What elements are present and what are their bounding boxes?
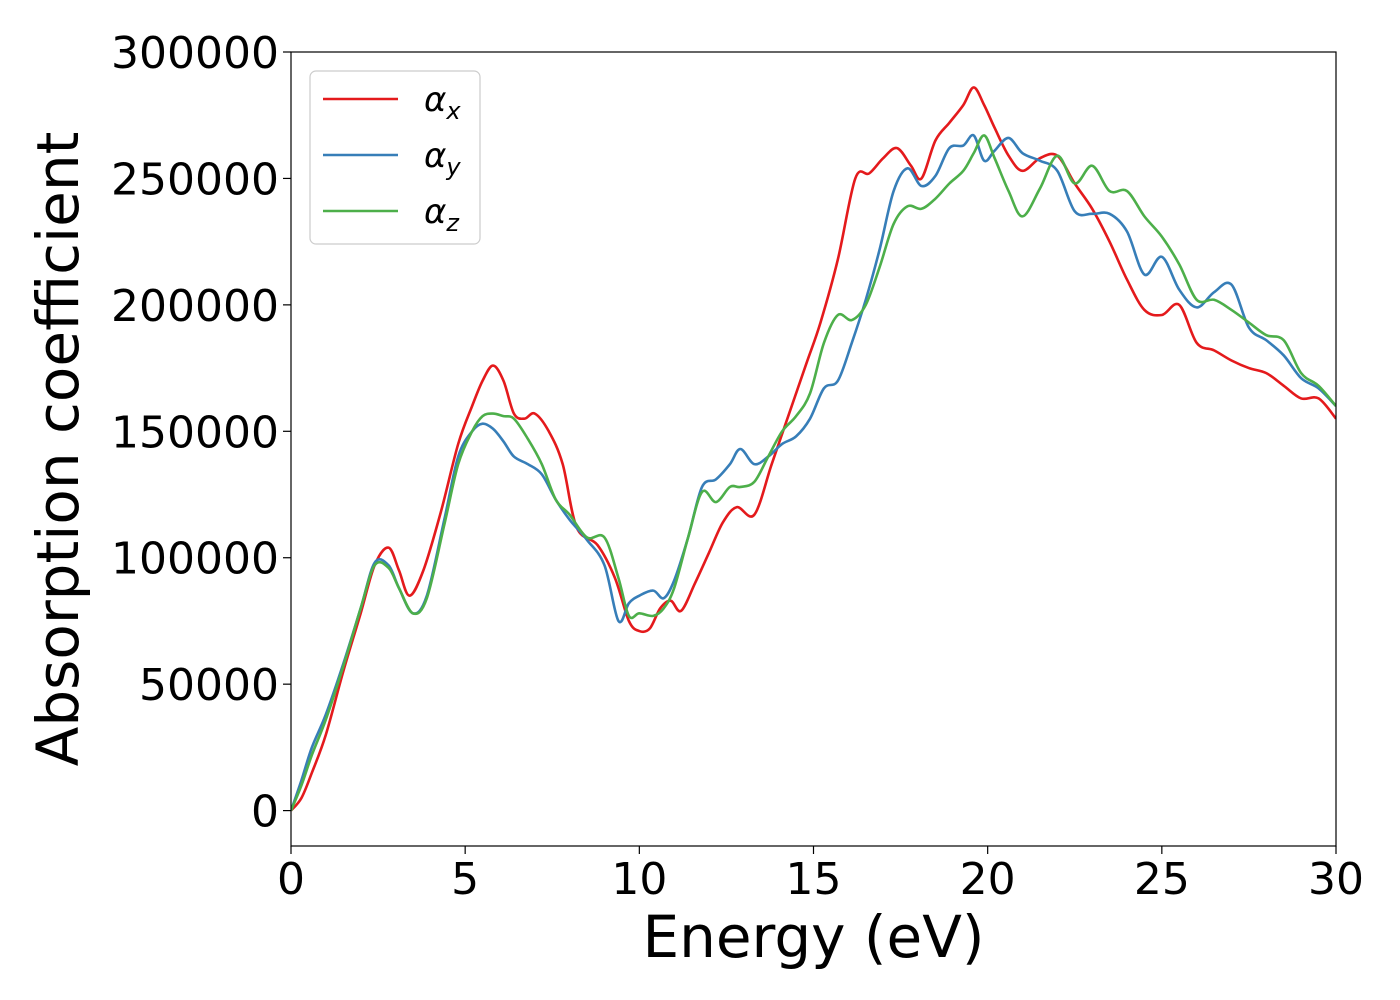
x-tick-label: 25 bbox=[1134, 854, 1190, 905]
plot-area bbox=[291, 86, 1336, 812]
y-tick-label: 200000 bbox=[111, 281, 279, 332]
x-tick-label: 0 bbox=[277, 854, 305, 905]
series-line-z bbox=[291, 134, 1336, 812]
legend-box bbox=[309, 70, 481, 245]
series-line-x bbox=[291, 86, 1336, 812]
y-axis: 0 50000 100000 150000 200000 250000 300000 bbox=[111, 28, 291, 838]
y-axis-title: Absorption coefficient bbox=[24, 132, 92, 767]
x-tick-label: 30 bbox=[1308, 854, 1364, 905]
y-tick-label: 50000 bbox=[139, 660, 279, 711]
x-axis-title: Energy (eV) bbox=[642, 903, 984, 971]
y-tick-label: 300000 bbox=[111, 28, 279, 79]
series-line-y bbox=[291, 133, 1336, 812]
x-tick-label: 20 bbox=[960, 854, 1016, 905]
x-axis: 0 5 10 15 20 25 30 bbox=[277, 846, 1364, 905]
y-tick-label: 150000 bbox=[111, 407, 279, 458]
legend-label-z: αz bbox=[424, 192, 460, 237]
y-tick-label: 100000 bbox=[111, 534, 279, 585]
x-tick-label: 15 bbox=[786, 854, 842, 905]
x-tick-label: 10 bbox=[611, 854, 667, 905]
x-tick-label: 5 bbox=[451, 854, 479, 905]
y-tick-label: 250000 bbox=[111, 154, 279, 205]
y-tick-label: 0 bbox=[251, 787, 279, 838]
